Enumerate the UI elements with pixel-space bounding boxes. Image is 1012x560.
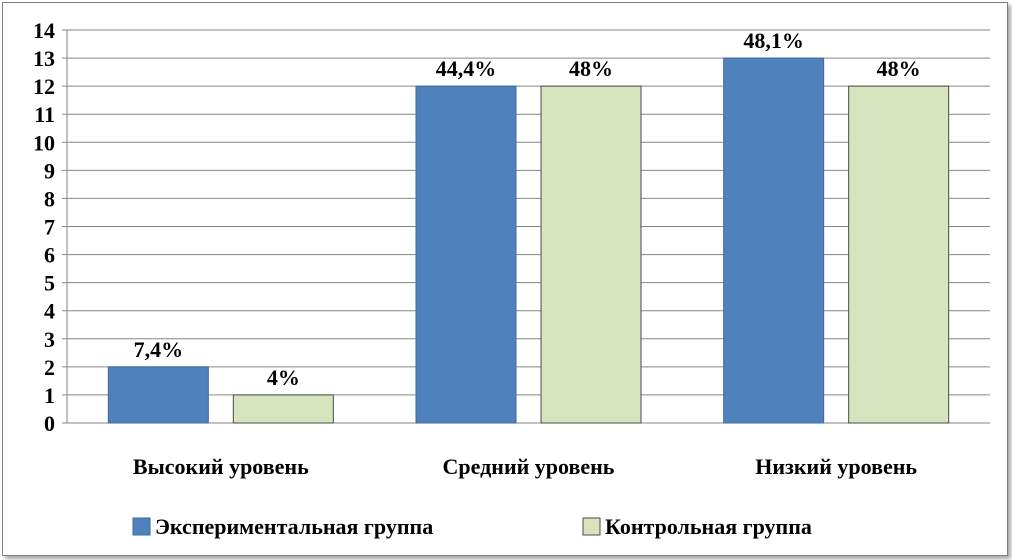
data-label: 7,4%: [134, 337, 184, 362]
y-tick-label: 11: [34, 102, 55, 127]
y-tick-label: 10: [33, 130, 55, 155]
data-label: 44,4%: [436, 56, 497, 81]
y-tick-label: 3: [44, 327, 55, 352]
y-tick-label: 12: [33, 74, 55, 99]
data-label: 48%: [569, 56, 613, 81]
bar: [107, 366, 209, 424]
y-tick-label: 7: [44, 215, 55, 240]
category-labels: Высокий уровень Средний уровень Низкий уро…: [133, 454, 917, 479]
gridlines: [67, 29, 990, 396]
data-label: 4%: [267, 365, 300, 390]
bar: [540, 85, 642, 424]
y-tick-label: 0: [44, 411, 55, 436]
legend-label: Экспериментальная группа: [155, 514, 433, 539]
category-label: Средний уровень: [443, 454, 615, 479]
bars: [107, 57, 950, 424]
legend: Экспериментальная группа Контрольная груп…: [132, 514, 812, 539]
y-tick-label: 14: [33, 18, 55, 43]
bar: [848, 85, 950, 424]
bar: [723, 57, 825, 424]
y-tick-label: 6: [44, 243, 55, 268]
data-label: 48,1%: [743, 28, 804, 53]
y-tick-label: 8: [44, 186, 55, 211]
y-tick-label: 5: [44, 271, 55, 296]
y-tick-label: 4: [44, 299, 55, 324]
y-tick-label: 13: [33, 46, 55, 71]
y-tick-label: 2: [44, 355, 55, 380]
category-label: Высокий уровень: [133, 454, 309, 479]
data-labels: 7,4% 4% 44,4% 48% 48,1% 48%: [134, 28, 921, 390]
legend-label: Контрольная группа: [605, 514, 812, 539]
legend-swatch: [582, 517, 601, 536]
bar: [232, 394, 334, 424]
legend-swatch: [132, 517, 151, 536]
bar: [415, 85, 517, 424]
y-tick-label: 9: [44, 158, 55, 183]
y-tick-label: 1: [44, 383, 55, 408]
category-label: Низкий уровень: [755, 454, 917, 479]
data-label: 48%: [877, 56, 921, 81]
